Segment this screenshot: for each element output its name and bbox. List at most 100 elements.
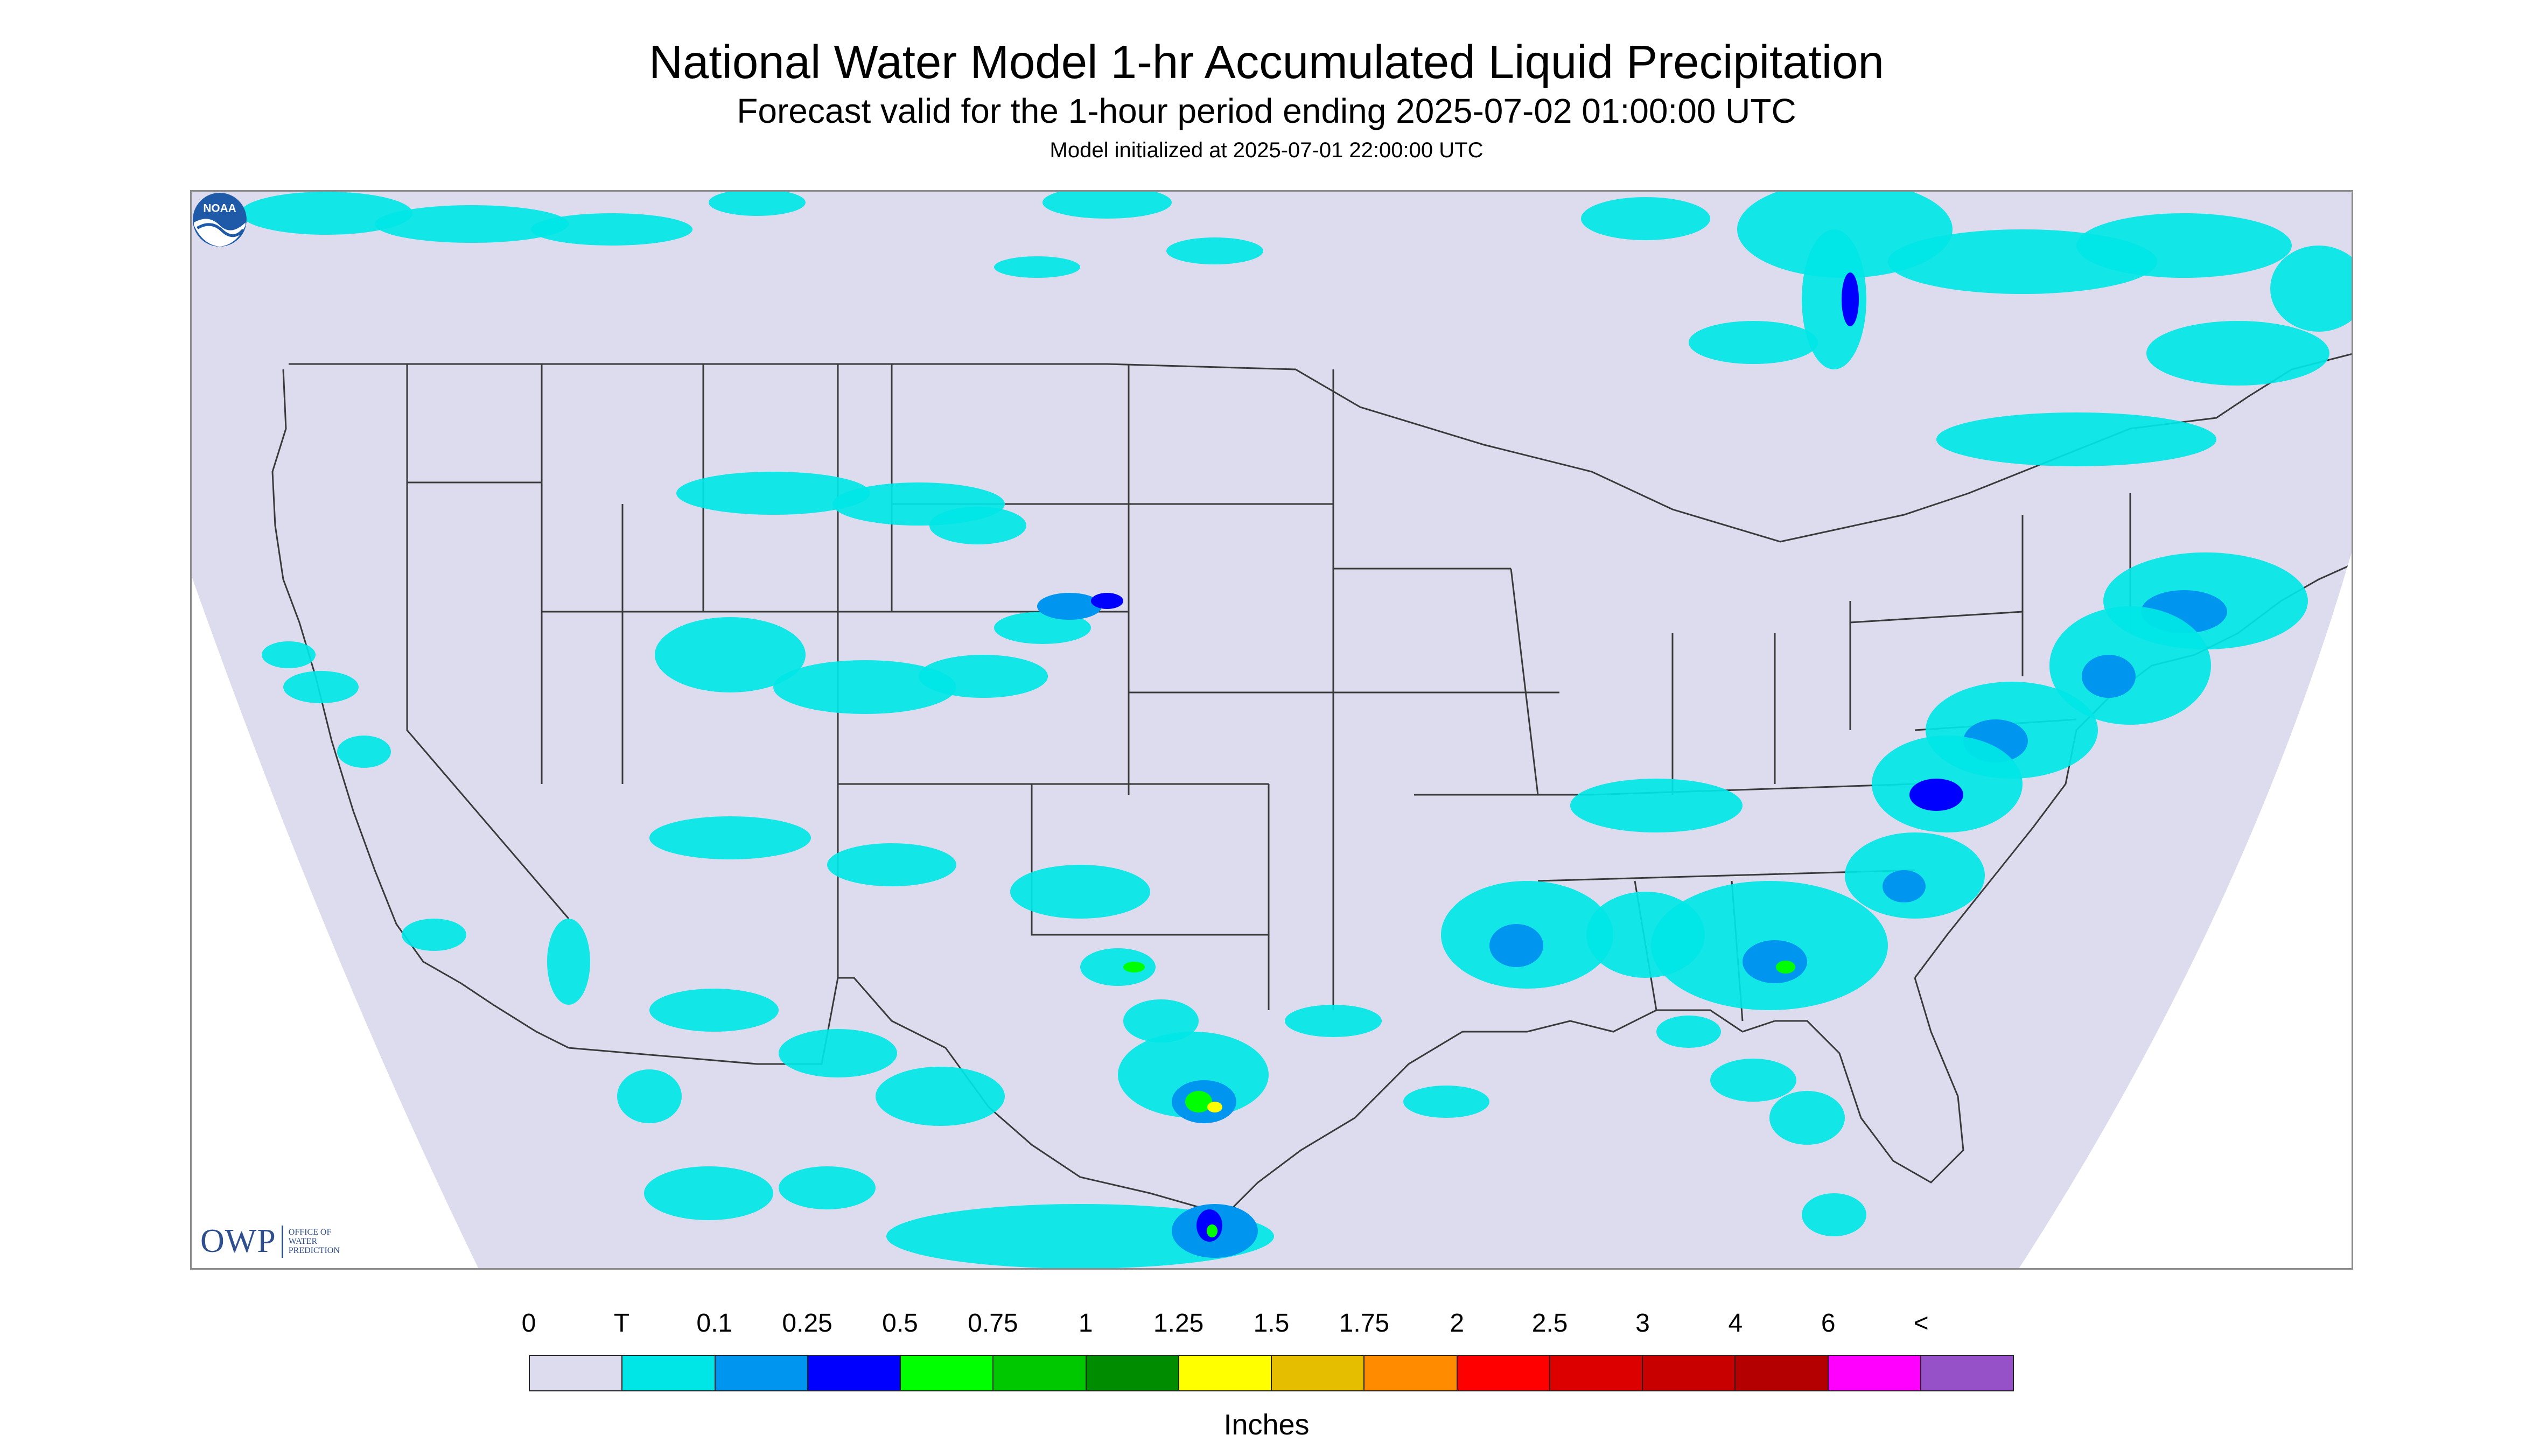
legend-swatch (530, 1356, 623, 1390)
precip-area (2146, 321, 2329, 386)
legend-tick-label: 0.5 (882, 1309, 918, 1338)
precip-area (1581, 197, 1710, 240)
precip-area (2076, 213, 2292, 278)
legend-swatch (1643, 1356, 1736, 1390)
border-canada (289, 353, 2352, 543)
precip-area (1042, 192, 1172, 219)
legend-tick-label: 2 (1450, 1309, 1465, 1338)
florida-coast (1775, 977, 1964, 1184)
legend-units: Inches (1223, 1409, 1310, 1441)
precip-area (1802, 1193, 1866, 1236)
legend-swatch (808, 1356, 901, 1390)
legend-tick-label: 1 (1078, 1309, 1093, 1338)
legend-tick-label: 2.5 (1531, 1309, 1568, 1338)
owp-logo-line-2: WATER (288, 1237, 318, 1246)
precip-area (1936, 412, 2216, 466)
legend-tick-label: 3 (1635, 1309, 1650, 1338)
legend-tick-label: < (1913, 1309, 1929, 1338)
precip-area (2270, 246, 2352, 332)
legend-tick-label: 1.75 (1339, 1309, 1390, 1338)
legend-tick-label: 1.5 (1253, 1309, 1290, 1338)
legend-swatch (1272, 1356, 1365, 1390)
precip-area (827, 843, 956, 886)
forecast-valid-subtitle: Forecast valid for the 1-hour period end… (737, 92, 1796, 130)
precip-area (1010, 865, 1150, 919)
precip-area (283, 671, 359, 703)
model-init-time: Model initialized at 2025-07-01 22:00:00… (1049, 138, 1484, 162)
noaa-logo-text: NOAA (203, 202, 236, 214)
outside-left (192, 577, 479, 1268)
precip-area (1842, 272, 1859, 326)
precip-area (994, 256, 1080, 278)
precip-area (1570, 779, 1743, 832)
precip-area (649, 816, 811, 859)
precip-area (1080, 948, 1156, 986)
precip-area (1776, 961, 1795, 974)
precip-area (779, 1166, 876, 1209)
legend-swatch (1828, 1356, 1921, 1390)
owp-logo-mark: OWP (200, 1223, 276, 1259)
legend-tick-label: 0 (521, 1309, 536, 1338)
precip-area (617, 1069, 682, 1123)
precip-area (773, 660, 956, 714)
legend-swatch (1550, 1356, 1643, 1390)
precip-area (1403, 1086, 1489, 1118)
precip-area (1123, 999, 1199, 1042)
precip-area (994, 612, 1091, 644)
precip-area (240, 192, 412, 235)
owp-logo: OWP OFFICE OF WATER PREDICTION (200, 1222, 340, 1261)
precip-area (1689, 321, 1818, 364)
legend-tick-label: 4 (1728, 1309, 1743, 1338)
map-canvas (192, 192, 2352, 1268)
precip-area (1207, 1224, 1217, 1237)
precip-area (1743, 940, 1807, 983)
precip-area (2082, 655, 2136, 698)
owp-logo-divider (281, 1225, 283, 1258)
legend-swatch (1086, 1356, 1179, 1390)
precip-area (337, 736, 391, 768)
legend-swatch (1457, 1356, 1550, 1390)
precip-area (1166, 237, 1263, 264)
coastline-west (271, 369, 569, 1049)
precip-area (262, 641, 316, 668)
precip-area (1123, 962, 1145, 972)
precip-area (531, 213, 692, 246)
legend-tick-label: 1.25 (1153, 1309, 1204, 1338)
precip-area (547, 919, 590, 1005)
legend-tick-labels: 0 T 0.1 0.25 0.5 0.75 1 1.25 1.5 1.75 2 2.5 3 4 6 < (0, 1308, 2533, 1346)
precipitation-map: OWP OFFICE OF WATER PREDICTION NOAA (190, 190, 2353, 1270)
legend-tick-label: 0.1 (696, 1309, 733, 1338)
precip-area (779, 1029, 897, 1077)
legend-swatch (901, 1356, 994, 1390)
noaa-logo-icon: NOAA (193, 193, 247, 247)
legend-colorbar (529, 1355, 2014, 1391)
legend-swatch (1179, 1356, 1272, 1390)
owp-logo-line-1: OFFICE OF (288, 1228, 332, 1237)
precip-area (649, 989, 779, 1032)
precip-area (1909, 779, 1963, 811)
precip-area (1091, 593, 1123, 609)
precip-area (1710, 1059, 1796, 1102)
precip-area (676, 472, 870, 515)
outside-right (2019, 552, 2352, 1268)
legend-tick-label: 6 (1821, 1309, 1836, 1338)
legend-tick-label: T (613, 1309, 630, 1338)
gulf-coast (1224, 1009, 1775, 1216)
precip-area (402, 919, 466, 951)
precip-area (709, 192, 806, 216)
precip-area (375, 205, 569, 243)
map-title: National Water Model 1-hr Accumulated Li… (649, 36, 1884, 88)
legend-swatch (622, 1356, 716, 1390)
precip-area (876, 1067, 1005, 1126)
precip-area (1489, 924, 1543, 967)
legend-swatch (1736, 1356, 1829, 1390)
legend-swatch (1365, 1356, 1458, 1390)
legend-swatch (1921, 1356, 2013, 1390)
owp-logo-text: OFFICE OF WATER PREDICTION (289, 1228, 340, 1255)
precip-area (655, 617, 806, 692)
owp-logo-line-3: PREDICTION (288, 1246, 340, 1255)
precip-layer (240, 192, 2352, 1268)
precip-area (1185, 1091, 1212, 1112)
legend-swatch (715, 1356, 808, 1390)
precip-area (919, 655, 1048, 698)
